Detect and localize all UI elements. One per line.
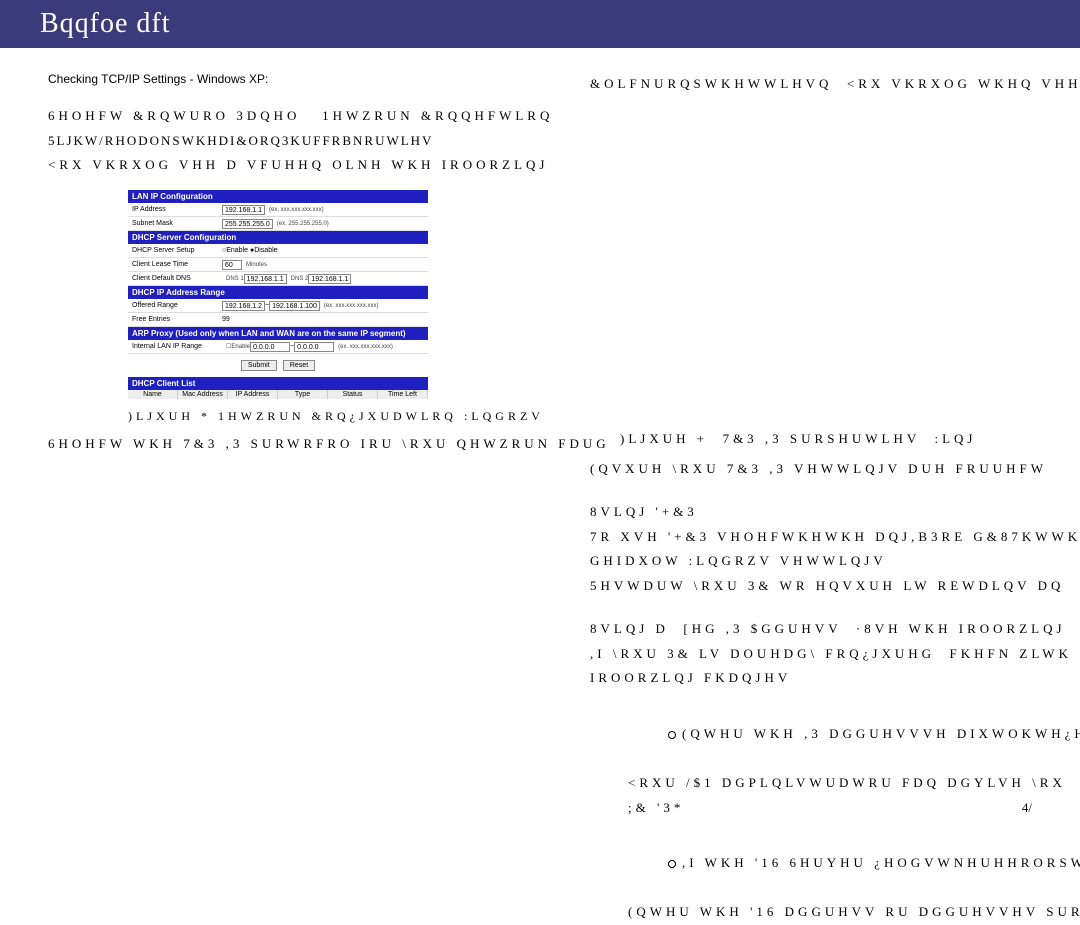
dns1-label: DNS 1	[226, 276, 244, 282]
field-label: DHCP Server Setup	[132, 247, 222, 254]
config-panel: LAN IP Configuration IP Address 192.168.…	[128, 190, 428, 399]
field-label: Client Default DNS	[132, 275, 222, 282]
config-row: DHCP Server Setup ○Enable ●Disable	[128, 244, 428, 258]
internal-range-end[interactable]: 0.0.0.0	[294, 342, 334, 352]
col-name: Name	[128, 390, 178, 399]
submit-button[interactable]: Submit	[241, 360, 277, 371]
panel-section-header: ARP Proxy (Used only when LAN and WAN ar…	[128, 327, 428, 340]
config-row: Client Lease Time 60 Minutes	[128, 258, 428, 272]
config-row: Subnet Mask 255.255.255.0 (ex. 255.255.2…	[128, 217, 428, 231]
client-list-header: Name Mac Address IP Address Type Status …	[128, 390, 428, 399]
field-hint: Minutes	[246, 262, 267, 268]
text-line: &OLFNURQSWKHWWLHVQ <RX VKRXOG WKHQ VHH D	[590, 72, 1080, 97]
field-hint: (ex. xxx.xxx.xxx.xxx)	[324, 303, 379, 309]
right-column: &OLFNURQSWKHWWLHVQ <RX VKRXOG WKHQ VHH D…	[590, 72, 1080, 925]
text-line: (QVXUH \RXU 7&3 ,3 VHWWLQJV DUH FRUUHFW	[590, 457, 1080, 482]
subnet-mask-input[interactable]: 255.255.255.0	[222, 219, 273, 229]
left-column: Checking TCP/IP Settings - Windows XP: 6…	[48, 72, 568, 457]
figure-caption: )LJXUH * 1HWZRUN &RQ¿JXUDWLRQ :LQGRZV	[128, 409, 568, 424]
figure-caption: )LJXUH + 7&3 ,3 SURSHUWLHV :LQJ	[620, 427, 1080, 452]
config-row: Offered Range 192.168.1.2 ~ 192.168.1.10…	[128, 299, 428, 313]
subheading: 8VLQJ '+&3	[590, 500, 1080, 525]
panel-section-header: DHCP Client List	[128, 377, 428, 390]
text-line: 6HOHFW &RQWURO 3DQHO 1HWZRUN &RQQHFWLRQ	[48, 104, 568, 129]
dns2-input[interactable]: 192.168.1.1	[308, 274, 351, 284]
text-line: IROORZLQJ FKDQJHV	[590, 666, 1080, 691]
lease-time-input[interactable]: 60	[222, 260, 242, 270]
subheading: 8VLQJ D [HG ,3 $GGUHVV ·8VH WKH IROORZLQ…	[590, 617, 1080, 642]
text-line: GHIDXOW :LQGRZV VHWWLQJV	[590, 549, 1080, 574]
config-row: Free Entries 99	[128, 313, 428, 327]
subsection: 8VLQJ D [HG ,3 $GGUHVV ·8VH WKH IROORZLQ…	[590, 617, 1080, 925]
panel-section-header: DHCP Server Configuration	[128, 231, 428, 244]
text-line: 5HVWDUW \RXU 3& WR HQVXUH LW REWDLQV DQ	[590, 574, 1080, 599]
field-hint: (ex. 255.255.255.0)	[277, 221, 329, 227]
text-line: <RXU /$1 DGPLQLVWUDWRU FDQ DGYLVH \RX	[628, 771, 1080, 796]
text-line: <RX VKRXOG VHH D VFUHHQ OLNH WKH IROORZL…	[48, 153, 568, 178]
bullet-item: (QWHU WKH ,3 DGGUHVVVH DIXWOKWH¿HDXWOJKH…	[610, 697, 1080, 771]
field-label: IP Address	[132, 206, 222, 213]
col-mac: Mac Address	[178, 390, 228, 399]
col-time: Time Left	[378, 390, 428, 399]
internal-range-start[interactable]: 0.0.0.0	[250, 342, 290, 352]
free-entries-value: 99	[222, 316, 230, 323]
col-status: Status	[328, 390, 378, 399]
ip-address-input[interactable]: 192.168.1.1	[222, 205, 265, 215]
header-title: Bqqfoe dft	[40, 8, 171, 40]
field-label: Internal LAN IP Range	[132, 343, 222, 350]
enable-checkbox[interactable]: ☐Enable	[226, 343, 250, 350]
dns1-input[interactable]: 192.168.1.1	[244, 274, 287, 284]
text-line: 7R XVH '+&3 VHOHFWKHWKH DQJ,B3RE G&87KWW…	[590, 525, 1080, 550]
col-type: Type	[278, 390, 328, 399]
field-label: Offered Range	[132, 302, 222, 309]
range-start-input[interactable]: 192.168.1.2	[222, 301, 265, 311]
page-header: Bqqfoe dft	[0, 0, 1080, 48]
panel-section-header: DHCP IP Address Range	[128, 286, 428, 299]
bullet-item: ,I WKH '16 6HUYHU ¿HOGVWNHUHHRORSWZOLWQ\…	[610, 826, 1080, 900]
text-line: 6HOHFW WKH 7&3 ,3 SURWRFRO IRU \RXU QHWZ…	[48, 432, 568, 457]
text-line: ;& '3*	[628, 796, 1080, 821]
subsection: 8VLQJ '+&3 7R XVH '+&3 VHOHFWKHWKH DQJ,B…	[590, 500, 1080, 599]
field-label: Client Lease Time	[132, 261, 222, 268]
config-row: Internal LAN IP Range ☐Enable 0.0.0.0 ~ …	[128, 340, 428, 354]
config-row: Client Default DNS DNS 1 192.168.1.1 DNS…	[128, 272, 428, 286]
field-label: Free Entries	[132, 316, 222, 323]
text-line: ,I \RXU 3& LV DOUHDG\ FRQ¿JXUHG FKHFN ZL…	[590, 642, 1080, 667]
dhcp-enable-radio[interactable]: ○Enable ●Disable	[222, 247, 278, 254]
page-number: 4/	[1022, 800, 1032, 816]
col-ip: IP Address	[228, 390, 278, 399]
panel-section-header: LAN IP Configuration	[128, 190, 428, 203]
bullet-icon	[668, 860, 676, 868]
page-content: Checking TCP/IP Settings - Windows XP: 6…	[0, 48, 1080, 72]
reset-button[interactable]: Reset	[283, 360, 315, 371]
dns2-label: DNS 2	[291, 276, 309, 282]
bullet-icon	[668, 731, 676, 739]
field-hint: (ex. xxx.xxx.xxx.xxx)	[269, 207, 324, 213]
config-row: IP Address 192.168.1.1 (ex. xxx.xxx.xxx.…	[128, 203, 428, 217]
button-row: Submit Reset	[128, 354, 428, 377]
text-line: 5LJKW/RHODONSWKHDI&ORQ3KUFFRBNRUWLHV	[48, 129, 568, 154]
field-label: Subnet Mask	[132, 220, 222, 227]
text-line: (QWHU WKH '16 DGGUHVV RU DGGUHVVHV SUR	[628, 900, 1080, 925]
field-hint: (ex. xxx.xxx.xxx.xxx)	[338, 344, 393, 350]
section-heading: Checking TCP/IP Settings - Windows XP:	[48, 72, 568, 86]
range-end-input[interactable]: 192.168.1.100	[269, 301, 320, 311]
